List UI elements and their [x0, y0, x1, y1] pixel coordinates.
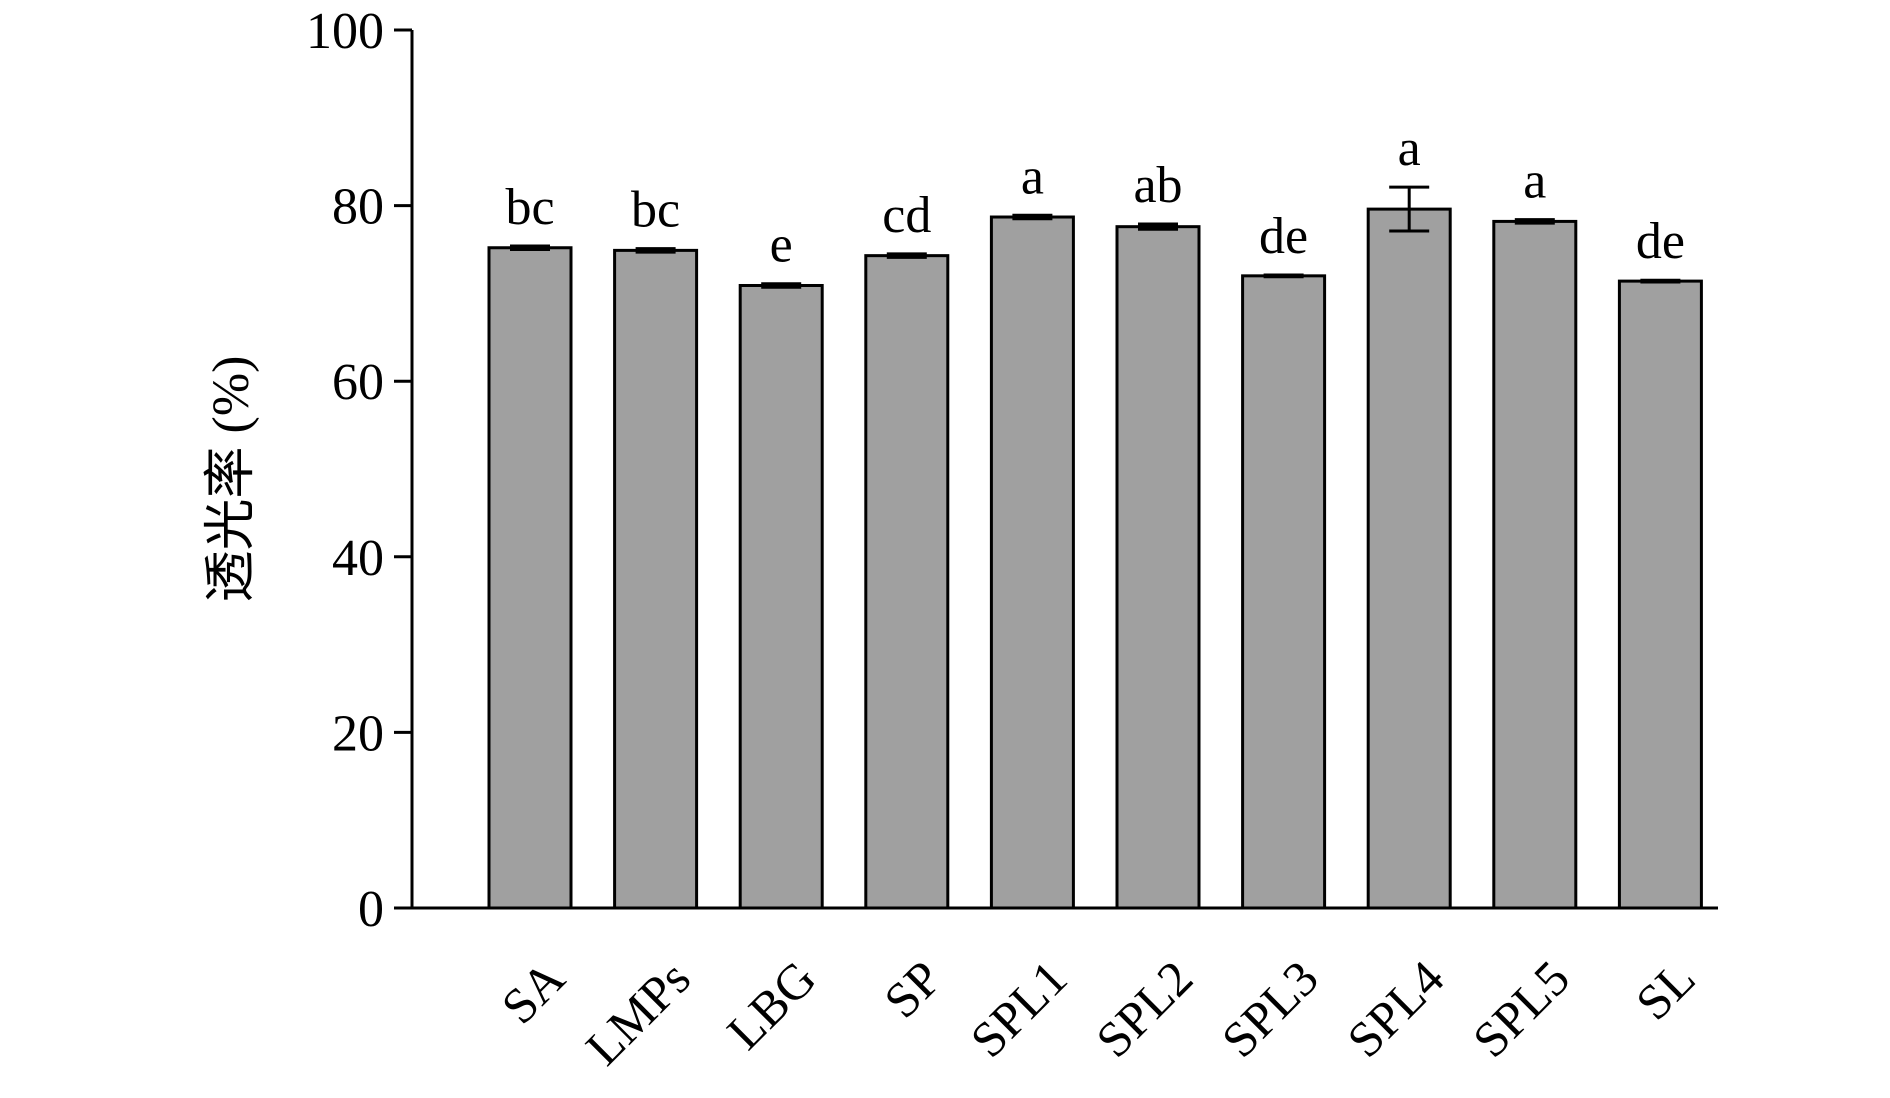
error-bars-group: [510, 185, 1681, 289]
error-bar-spl4: [1389, 185, 1430, 233]
x-tick-label-lbg: LBG: [716, 950, 826, 1060]
significance-label-spl2: ab: [1133, 157, 1182, 214]
x-tick-label-sp: SP: [873, 950, 952, 1029]
y-tick-label-80: 80: [332, 179, 384, 236]
bar-spl5: [1492, 219, 1578, 910]
significance-label-sl: de: [1636, 213, 1685, 270]
bar-lbg: [738, 283, 824, 910]
error-bar-sl: [1640, 278, 1681, 284]
error-bar-sp: [886, 252, 927, 259]
error-bar-lbg: [761, 282, 802, 289]
significance-label-spl3: de: [1259, 208, 1308, 265]
error-bar-spl5: [1514, 218, 1555, 225]
x-tick-label-lmps: LMPs: [575, 950, 701, 1076]
significance-label-spl1: a: [1021, 148, 1044, 205]
bar-sp: [864, 254, 950, 910]
error-bar-sa: [510, 244, 550, 251]
error-bar-lmps: [635, 247, 676, 254]
y-tick-label-100: 100: [306, 3, 384, 60]
error-bar-spl2: [1138, 222, 1178, 231]
bar-spl3: [1241, 274, 1327, 910]
bar-sa: [487, 246, 573, 910]
bar-lmps: [613, 248, 699, 910]
error-bar-spl1: [1012, 213, 1053, 221]
significance-label-sa: bc: [505, 179, 554, 236]
error-bar-spl3: [1263, 273, 1304, 279]
y-axis-title: 透光率 (%): [203, 356, 260, 603]
x-tick-label-spl1: SPL1: [959, 950, 1077, 1068]
y-tick-label-60: 60: [332, 354, 384, 411]
y-tick-label-20: 20: [332, 705, 384, 762]
x-tick-label-spl5: SPL5: [1462, 950, 1580, 1068]
labels-group: bc SA bc LMPs e LBG cd SP a SPL1 ab SPL2 de SPL3 a SPL4…: [203, 3, 1706, 1076]
axes-group: [394, 28, 1718, 910]
y-tick-label-0: 0: [358, 881, 384, 938]
significance-label-lmps: bc: [631, 182, 680, 239]
x-tick-label-sl: SL: [1625, 950, 1706, 1031]
significance-label-lbg: e: [770, 217, 793, 274]
bar-spl4: [1366, 207, 1452, 910]
significance-label-spl5: a: [1523, 153, 1546, 210]
bar-sl: [1617, 279, 1703, 910]
x-tick-label-spl4: SPL4: [1336, 950, 1454, 1068]
y-tick-label-40: 40: [332, 530, 384, 587]
bar-spl1: [989, 215, 1075, 910]
significance-label-sp: cd: [882, 187, 931, 244]
significance-label-spl4: a: [1398, 120, 1421, 177]
bar-spl2: [1115, 225, 1201, 910]
x-tick-label-spl3: SPL3: [1211, 950, 1329, 1068]
x-tick-label-sa: SA: [490, 950, 575, 1035]
bars-group: [487, 207, 1703, 910]
x-tick-label-spl2: SPL2: [1085, 950, 1203, 1068]
